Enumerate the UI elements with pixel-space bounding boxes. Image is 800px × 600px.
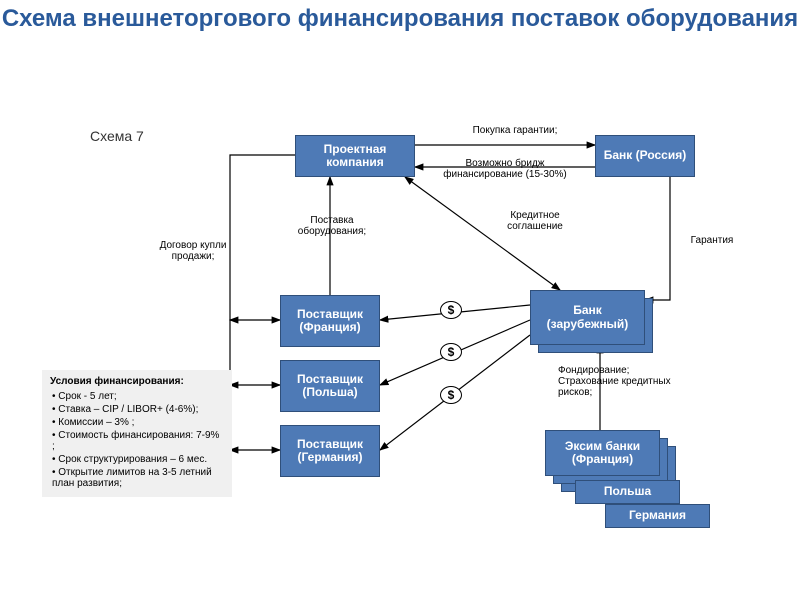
diagram-subtitle: Схема 7 xyxy=(90,128,144,144)
edge-label-credit: Кредитное соглашение xyxy=(490,210,580,232)
node-bank-foreign: Банк (зарубежный) xyxy=(530,290,645,345)
edge-label-bridge: Возможно бридж финансирование (15-30%) xyxy=(430,158,580,180)
conditions-header: Условия финансирования: xyxy=(50,376,224,387)
list-item: Комиссии – 3% ; xyxy=(52,417,224,428)
dollar-icon: $ xyxy=(440,301,462,319)
node-exim-france: Эксим банки (Франция) xyxy=(545,430,660,476)
node-bank-russia: Банк (Россия) xyxy=(595,135,695,177)
edge-label-funding: Фондирование; Страхование кредитных риск… xyxy=(558,365,688,398)
list-item: Открытие лимитов на 3-5 летний план разв… xyxy=(52,467,224,489)
list-item: Стоимость финансирования: 7-9% ; xyxy=(52,430,224,452)
node-supplier-poland: Поставщик (Польша) xyxy=(280,360,380,412)
node-supplier-germany: Поставщик (Германия) xyxy=(280,425,380,477)
edge-label-contract: Договор купли продажи; xyxy=(148,240,238,262)
edge-label-supply: Поставка оборудования; xyxy=(282,215,382,237)
node-project-company: Проектная компания xyxy=(295,135,415,177)
node-exim-poland: Польша xyxy=(575,480,680,504)
node-supplier-france: Поставщик (Франция) xyxy=(280,295,380,347)
edge-label-guarantee: Гарантия xyxy=(682,235,742,246)
list-item: Срок структурирования – 6 мес. xyxy=(52,454,224,465)
edge-label-purchase: Покупка гарантии; xyxy=(455,125,575,136)
list-item: Срок - 5 лет; xyxy=(52,391,224,402)
conditions-list: Срок - 5 лет; Ставка – CIP / LIBOR+ (4-6… xyxy=(50,391,224,489)
diagram-title: Схема внешнеторгового финансирования пос… xyxy=(0,0,800,32)
dollar-icon: $ xyxy=(440,343,462,361)
list-item: Ставка – CIP / LIBOR+ (4-6%); xyxy=(52,404,224,415)
node-exim-germany: Германия xyxy=(605,504,710,528)
conditions-box: Условия финансирования: Срок - 5 лет; Ст… xyxy=(42,370,232,497)
dollar-icon: $ xyxy=(440,386,462,404)
